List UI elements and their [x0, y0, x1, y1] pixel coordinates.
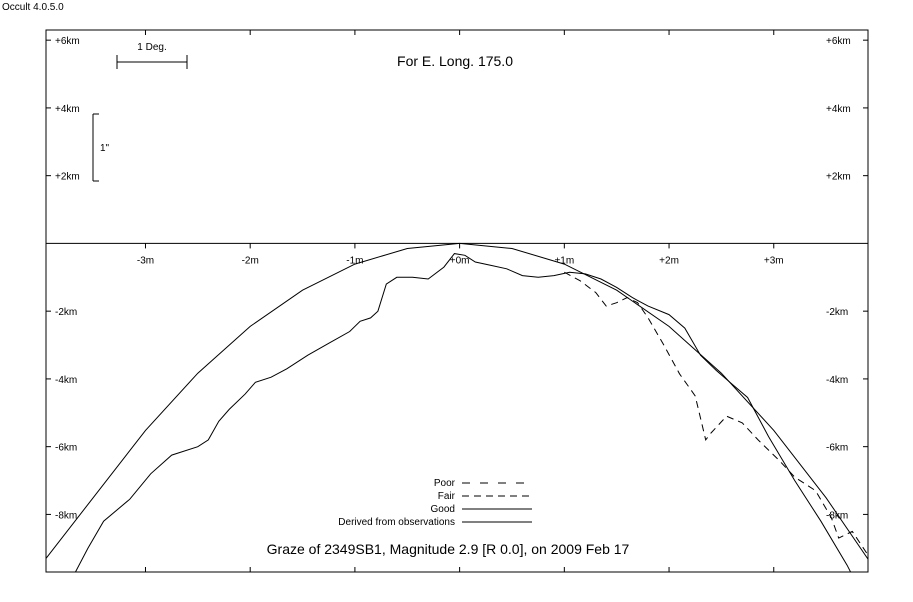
y-tick-label-left: -6km: [55, 443, 77, 454]
y-tick-label-right: -2km: [826, 307, 848, 318]
chart-subtitle: For E. Long. 175.0: [397, 53, 513, 69]
y-tick-label-left: +2km: [55, 172, 80, 183]
legend: Poor Fair Good Derived from observations: [338, 478, 532, 528]
plot-frame: [45, 29, 869, 573]
y-axis: +6km +6km +4km +4km +2km +2km -2km -2km -4km -4km…: [46, 36, 868, 521]
y-tick-label-right: -6km: [826, 443, 848, 454]
app-title: Occult 4.0.5.0: [2, 2, 64, 13]
y-tick-label-right: +6km: [826, 36, 851, 47]
y-tick-label-right: -4km: [826, 375, 848, 386]
y-tick-label-right: +2km: [826, 172, 851, 183]
series-fair: [564, 271, 868, 556]
x-tick-label: -2m: [242, 255, 259, 266]
series-good: [74, 253, 852, 572]
series-layer: [46, 242, 868, 572]
y-tick-label-left: +6km: [55, 36, 80, 47]
x-tick-label: -1m: [346, 255, 363, 266]
y-tick-label-right: +4km: [826, 104, 851, 115]
x-tick-label: +3m: [764, 255, 784, 266]
chart-title: Graze of 2349SB1, Magnitude 2.9 [R 0.0],…: [267, 541, 630, 557]
legend-label: Good: [431, 504, 455, 515]
y-tick-label-left: +4km: [55, 104, 80, 115]
y-tick-label-left: -2km: [55, 307, 77, 318]
legend-label: Fair: [438, 491, 456, 502]
degree-scale-bar: 1 Deg.: [116, 42, 188, 69]
y-tick-label-left: -4km: [55, 375, 77, 386]
y-tick-label-right: -8km: [826, 510, 848, 521]
arcsecond-scale-bar: 1": [92, 113, 110, 182]
degree-scale-label: 1 Deg.: [137, 42, 166, 53]
y-tick-label-left: -8km: [55, 510, 77, 521]
x-tick-label: +0m: [450, 255, 470, 266]
series-derived-from-observations: [46, 242, 868, 560]
arcsecond-scale-label: 1": [100, 143, 110, 154]
legend-label: Derived from observations: [338, 517, 455, 528]
x-tick-label: -3m: [137, 255, 154, 266]
x-tick-label: +2m: [659, 255, 679, 266]
x-tick-label: +1m: [554, 255, 574, 266]
legend-label: Poor: [434, 478, 456, 489]
